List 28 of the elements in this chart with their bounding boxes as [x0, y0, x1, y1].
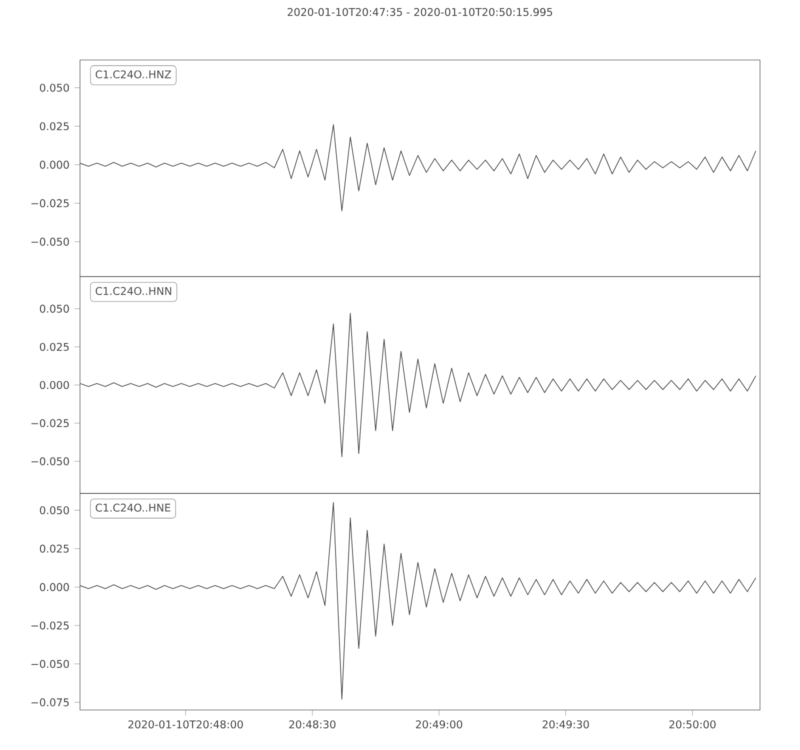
y-tick-label: −0.025 [31, 419, 69, 428]
y-tick-label: 0.050 [40, 506, 69, 514]
text: C1.C24O..HNZ [96, 70, 172, 78]
x-tick-label: 20:49:30 [542, 720, 589, 728]
text: C1.C24O..HNE [96, 504, 170, 512]
y-tick-label: 0.025 [40, 122, 69, 130]
y-tick-label: −0.050 [31, 660, 69, 668]
y-tick-label: 0.000 [40, 583, 69, 592]
line-series [80, 502, 756, 700]
y-tick-label: 0.000 [40, 380, 69, 390]
chart-title: 2020-01-10T20:47:35 - 2020-01-10T20:50:15.995 [288, 8, 552, 16]
y-tick-label: −0.050 [31, 238, 69, 246]
line-series [80, 124, 756, 212]
y-tick-label: −0.050 [31, 457, 69, 466]
y-tick-label: 0.025 [40, 544, 69, 553]
y-tick-label: −0.025 [31, 199, 69, 208]
y-tick-label: 0.025 [40, 342, 69, 351]
line-series [80, 312, 756, 458]
x-tick-label: 20:50:00 [669, 720, 716, 728]
y-tick-label: 0.050 [40, 304, 69, 313]
x-tick-label: 20:48:30 [289, 720, 336, 728]
x-tick-label: 20:49:00 [416, 720, 462, 728]
y-tick-label: 0.000 [40, 160, 69, 169]
x-tick-label: 2020-01-10T20:48:00 [128, 720, 243, 728]
text: C1.C24O..HNN [96, 286, 172, 296]
y-tick-label: −0.025 [31, 621, 69, 630]
y-tick-label: −0.075 [31, 698, 69, 706]
y-tick-label: 0.050 [40, 84, 69, 92]
